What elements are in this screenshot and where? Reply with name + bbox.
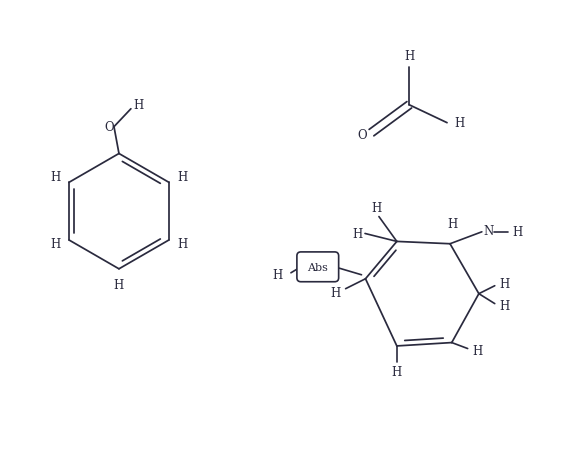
- Text: H: H: [178, 170, 188, 183]
- Text: H: H: [404, 50, 414, 62]
- Text: H: H: [500, 299, 510, 312]
- Text: H: H: [473, 344, 483, 357]
- FancyBboxPatch shape: [297, 252, 338, 282]
- Text: H: H: [50, 170, 60, 183]
- Text: H: H: [512, 226, 523, 239]
- Text: Abs: Abs: [307, 262, 328, 272]
- Text: H: H: [392, 366, 402, 378]
- Text: H: H: [352, 228, 362, 240]
- Text: H: H: [134, 99, 144, 112]
- Text: H: H: [447, 218, 457, 231]
- Text: H: H: [114, 278, 124, 292]
- Text: H: H: [178, 238, 188, 251]
- Text: H: H: [331, 287, 341, 299]
- Text: O: O: [358, 129, 367, 142]
- Text: H: H: [372, 202, 382, 215]
- Text: N: N: [484, 225, 494, 238]
- Text: H: H: [454, 117, 464, 130]
- Text: H: H: [50, 238, 60, 251]
- Text: H: H: [500, 278, 510, 291]
- Text: O: O: [104, 121, 114, 134]
- Text: H: H: [272, 269, 282, 282]
